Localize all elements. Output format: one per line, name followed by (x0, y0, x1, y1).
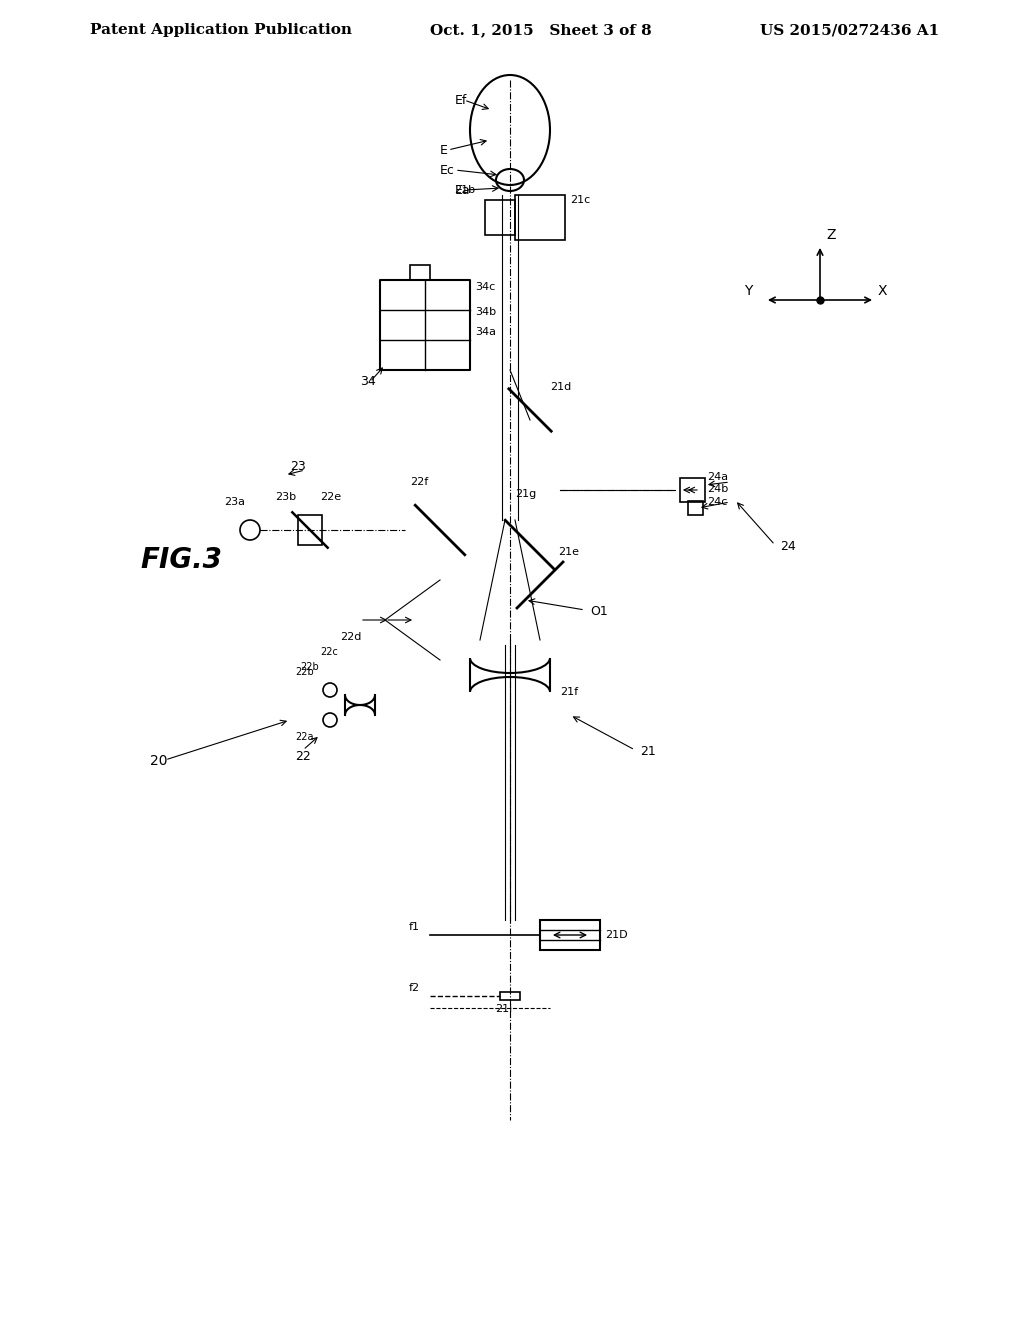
Text: O1: O1 (590, 605, 608, 618)
Text: Ef: Ef (455, 94, 467, 107)
Text: 22b: 22b (300, 663, 318, 672)
Bar (540, 920, 600, 950)
Text: 21f: 21f (560, 686, 579, 697)
Text: 22a: 22a (296, 733, 314, 742)
Text: 34c: 34c (475, 282, 496, 292)
Bar (485, 201, 515, 235)
Bar (688, 502, 703, 515)
Text: 24a: 24a (707, 473, 728, 482)
Text: 23a: 23a (224, 498, 246, 507)
Text: 21b: 21b (454, 185, 475, 195)
Text: US 2015/0272436 A1: US 2015/0272436 A1 (760, 22, 939, 37)
Text: 24: 24 (780, 540, 796, 553)
Text: 20: 20 (150, 754, 168, 768)
Text: 21: 21 (640, 744, 655, 758)
Text: 21e: 21e (558, 546, 579, 557)
Text: 21D: 21D (605, 931, 628, 940)
Text: 23b: 23b (275, 492, 296, 502)
Text: 34a: 34a (475, 327, 496, 337)
Text: 21d: 21d (550, 381, 571, 392)
Text: Z: Z (826, 228, 836, 242)
Bar (515, 195, 565, 240)
Bar (500, 993, 520, 1001)
Text: 23: 23 (290, 459, 306, 473)
Text: f2: f2 (409, 983, 420, 993)
Bar (680, 478, 705, 502)
Text: Y: Y (743, 284, 752, 298)
Text: 22c: 22c (319, 647, 338, 657)
Bar (298, 515, 322, 545)
Text: 22f: 22f (410, 477, 428, 487)
Text: 22b: 22b (296, 667, 314, 677)
Text: 24c: 24c (707, 498, 727, 507)
Text: 24b: 24b (707, 484, 728, 494)
Text: 34: 34 (360, 375, 376, 388)
Text: 22: 22 (295, 750, 310, 763)
Text: E: E (440, 144, 447, 157)
Bar (410, 265, 430, 280)
Text: f1: f1 (409, 921, 420, 932)
Text: Ea: Ea (455, 183, 471, 197)
Text: Ec: Ec (440, 164, 455, 177)
Text: X: X (878, 284, 888, 298)
Text: Patent Application Publication: Patent Application Publication (90, 22, 352, 37)
Text: FIG.3: FIG.3 (140, 546, 222, 574)
Text: 21c: 21c (570, 195, 590, 205)
Text: 21g: 21g (515, 488, 537, 499)
Text: 21i: 21i (495, 1005, 512, 1014)
Text: Oct. 1, 2015   Sheet 3 of 8: Oct. 1, 2015 Sheet 3 of 8 (430, 22, 651, 37)
Text: 34b: 34b (475, 308, 496, 317)
Text: 22e: 22e (319, 492, 341, 502)
Text: 22d: 22d (340, 632, 361, 642)
